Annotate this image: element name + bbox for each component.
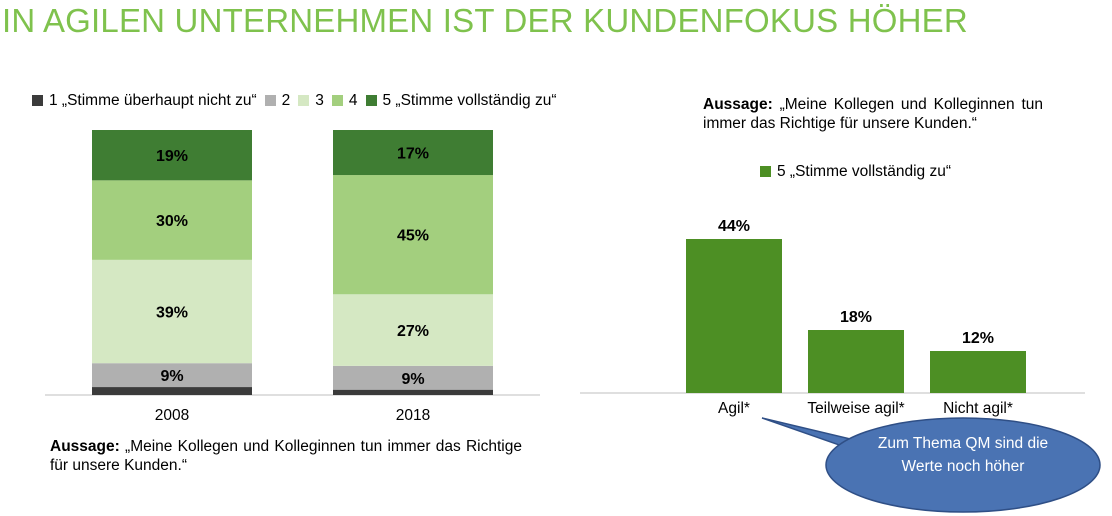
data-label-2018-level-4: 45%	[397, 228, 429, 245]
data-label-2008-level-4: 30%	[156, 213, 188, 230]
category-label-teilweise-agil: Teilweise agil*	[807, 400, 904, 417]
legend-item-level-3: 3	[298, 92, 324, 110]
legend-swatch-level-1	[32, 95, 43, 106]
data-label-teilweise-agil: 18%	[840, 309, 872, 326]
callout-ellipse	[825, 417, 1101, 513]
bar-segment-2008-level-2	[92, 363, 252, 388]
statement-right: Aussage: „Meine Kollegen und Kolleginnen…	[703, 95, 1043, 133]
legend-label-level-5: 5 „Stimme vollständig zu“	[382, 92, 557, 109]
legend-item-level-2: 2	[264, 92, 291, 110]
statement-left: Aussage: „Meine Kollegen und Kolleginnen…	[50, 437, 522, 475]
data-label-2008-level-2: 9%	[160, 368, 183, 385]
data-label-nicht-agil: 12%	[962, 330, 994, 347]
bar-teilweise-agil	[808, 330, 904, 393]
data-label-2008-level-5: 19%	[156, 148, 188, 165]
category-label-agil: Agil*	[718, 400, 750, 417]
statement-left-prefix: Aussage:	[50, 438, 120, 455]
agile-chart-legend: 5 „Stimme vollständig zu“	[760, 163, 951, 181]
data-label-2018-level-2: 9%	[401, 371, 424, 388]
statement-right-text: „Meine Kollegen und Kolleginnen tun imme…	[703, 96, 1043, 132]
stacked-bar-chart: 9% 39% 30% 19% 2008 9% 27% 45% 17% 2018	[45, 130, 540, 424]
bar-segment-2018-level-3	[333, 294, 493, 366]
page-title: IN AGILEN UNTERNEHMEN IST DER KUNDENFOKU…	[2, 2, 968, 39]
statement-right-prefix: Aussage:	[703, 96, 773, 113]
stacked-chart-legend: 1 „Stimme überhaupt nicht zu“ 2 3 4 5 „Stimm…	[32, 92, 565, 110]
agile-bar-chart: 44% Agil* 18% Teilweise agil* 12% Nicht agil*	[580, 218, 1085, 417]
bar-nicht-agil	[930, 351, 1026, 393]
legend-item-level-5: 5 „Stimme vollständig zu“	[365, 92, 557, 110]
bar-segment-2008-level-1	[92, 387, 252, 395]
category-label-2008: 2008	[155, 407, 189, 424]
callout-text: Zum Thema QM sind die Werte noch höher	[877, 435, 1049, 475]
bar-agil	[686, 239, 782, 393]
legend-label-level-3: 3	[315, 92, 324, 109]
data-label-2018-level-3: 27%	[397, 323, 429, 340]
bar-segment-2018-level-1	[333, 389, 493, 395]
legend-swatch-level-4	[331, 95, 343, 106]
legend-swatch-level-5	[365, 95, 377, 106]
legend-swatch-level-2	[264, 95, 276, 106]
legend-item-level-4: 4	[331, 92, 358, 110]
data-label-agil: 44%	[718, 218, 750, 235]
callout-bubble	[761, 417, 1101, 513]
bar-segment-2008-level-4	[92, 180, 252, 260]
category-label-nicht-agil: Nicht agil*	[943, 400, 1013, 417]
statement-left-text: „Meine Kollegen und Kolleginnen tun imme…	[50, 438, 522, 474]
bar-segment-2018-level-2	[333, 365, 493, 390]
legend-item-level-1: 1 „Stimme überhaupt nicht zu“	[32, 92, 257, 110]
legend-swatch-level-5	[760, 166, 771, 177]
legend-label-level-5: 5 „Stimme vollständig zu“	[777, 163, 952, 180]
legend-label-level-2: 2	[281, 92, 291, 109]
legend-label-level-4: 4	[348, 92, 358, 109]
data-label-2008-level-3: 39%	[156, 305, 188, 322]
category-label-2018: 2018	[396, 407, 430, 424]
bar-segment-2008-level-5	[92, 130, 252, 181]
legend-label-level-1: 1 „Stimme überhaupt nicht zu“	[49, 92, 257, 109]
bar-segment-2018-level-4	[333, 175, 493, 295]
bar-segment-2008-level-3	[92, 259, 252, 364]
bar-segment-2018-level-5	[333, 130, 493, 176]
legend-swatch-level-3	[298, 95, 310, 106]
data-label-2018-level-5: 17%	[397, 146, 429, 163]
